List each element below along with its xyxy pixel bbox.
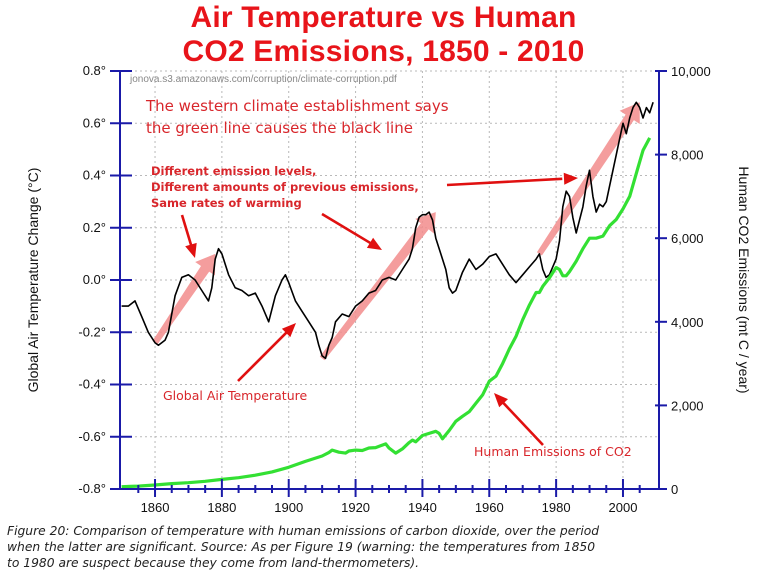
annotation-global-air-temperature: Global Air Temperature — [163, 388, 307, 403]
co2-emissions-line — [121, 137, 652, 489]
annotation-previous-emissions: Different amounts of previous emissions, — [151, 180, 419, 194]
x-tick-label: 1860 — [141, 500, 170, 515]
pointer-arrow-head — [185, 242, 197, 258]
y-left-tick-label: -0.6° — [78, 429, 106, 444]
caption-line-3: to 1980 are suspect because they come fr… — [7, 556, 420, 570]
y-right-tick-label: 2,000 — [671, 398, 704, 413]
y-axis-left-title: Global Air Temperature Change (°C) — [25, 168, 41, 393]
pointer-arrow-shaft — [237, 329, 290, 382]
pointer-arrows — [180, 172, 578, 446]
pointer-arrow-head — [494, 393, 508, 408]
x-tick-label: 1920 — [341, 500, 370, 515]
y-right-tick-label: 8,000 — [671, 148, 704, 163]
y-right-tick-label: 6,000 — [671, 231, 704, 246]
source-url: jonova.s3.amazonaws.com/corruption/clima… — [129, 74, 397, 85]
pointer-arrow-head — [563, 172, 578, 185]
y-axis-right-title: Human CO2 Emissions (mt C / year) — [736, 166, 752, 393]
y-right-tick-label: 0 — [671, 482, 678, 497]
annotation-claim-line-2: the green line causes the black line — [146, 119, 413, 137]
y-left-tick-label: -0.8° — [78, 481, 106, 496]
temperature-line — [121, 101, 654, 360]
pointer-arrow-shaft — [498, 398, 544, 446]
axes — [110, 70, 667, 497]
pointer-arrow-shaft — [446, 177, 563, 187]
x-tick-label: 1900 — [274, 500, 303, 515]
annotation-emission-levels: Different emission levels, — [151, 164, 316, 178]
warming-trend-arrows — [152, 102, 640, 361]
x-tick-label: 1940 — [408, 500, 437, 515]
annotation-human-emissions: Human Emissions of CO2 — [474, 444, 632, 459]
pointer-arrow-head — [366, 237, 382, 250]
chart-title-line-2: CO2 Emissions, 1850 - 2010 — [182, 35, 585, 68]
annotation-warming-rates: Same rates of warming — [151, 196, 302, 210]
x-tick-label: 1880 — [207, 500, 236, 515]
y-left-tick-label: -0.4° — [78, 377, 106, 392]
x-tick-label: 2000 — [609, 500, 638, 515]
trend-arrow — [152, 253, 216, 345]
series-lines — [121, 101, 654, 489]
caption-line-1: Figure 20: Comparison of temperature wit… — [7, 524, 600, 538]
y-left-tick-label: 0.0° — [83, 272, 106, 287]
y-right-tick-label: 10,000 — [671, 64, 711, 79]
y-left-tick-label: -0.2° — [78, 324, 106, 339]
y-left-tick-label: 0.6° — [83, 115, 106, 130]
tick-labels: 0.8° 0.6° 0.4° 0.2° 0.0° -0.2° -0.4° -0.6° -0.8°… — [78, 63, 710, 515]
pointer-arrow-head — [281, 323, 296, 338]
pointer-arrow-shaft — [321, 212, 376, 247]
y-right-tick-label: 4,000 — [671, 315, 704, 330]
x-tick-label: 1960 — [475, 500, 504, 515]
caption-line-2: when the latter are significant. Source:… — [7, 540, 596, 554]
chart-title-line-1: Air Temperature vs Human — [190, 1, 577, 34]
annotation-claim-line-1: The western climate establishment says — [145, 97, 449, 115]
x-tick-label: 1980 — [542, 500, 571, 515]
figure-caption: Figure 20: Comparison of temperature wit… — [7, 523, 767, 571]
y-left-tick-label: 0.8° — [83, 63, 106, 78]
y-left-tick-label: 0.2° — [83, 220, 106, 235]
y-left-tick-label: 0.4° — [83, 168, 106, 183]
